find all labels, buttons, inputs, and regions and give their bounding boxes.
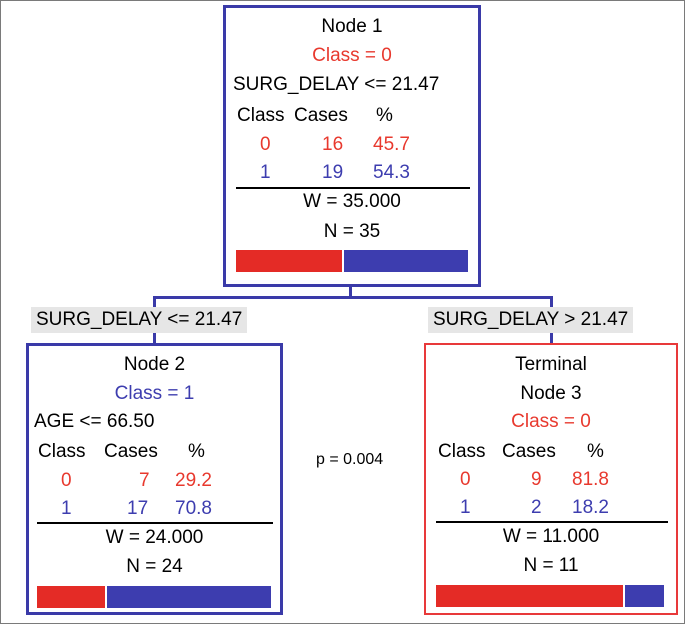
header-class: Class — [237, 105, 285, 126]
p-value: p = 0.004 — [316, 451, 384, 468]
header-class: Class — [38, 441, 86, 462]
header-cases: Cases — [502, 441, 556, 462]
row0-percent: 45.7 — [373, 134, 410, 155]
node-split-rule: AGE <= 66.50 — [34, 411, 155, 432]
node-3-terminal: Terminal Node 3 Class = 0 Class Cases % … — [424, 343, 678, 615]
node-count: N = 35 — [323, 221, 381, 242]
row0-percent: 81.8 — [572, 469, 609, 490]
node-weight: W = 35.000 — [303, 191, 401, 212]
bar-class1-segment — [625, 585, 664, 607]
row0-percent: 29.2 — [175, 470, 212, 491]
row0-cases: 16 — [322, 134, 344, 155]
node-title-line2: Node 3 — [520, 383, 582, 404]
node-2: Node 2 Class = 1 AGE <= 66.50 Class Case… — [26, 343, 283, 615]
bar-class1-segment — [107, 586, 271, 608]
node-weight: W = 24.000 — [105, 527, 204, 548]
node-class-label: Class = 0 — [511, 411, 591, 432]
header-cases: Cases — [104, 441, 158, 462]
node-count: N = 24 — [126, 556, 183, 577]
row1-percent: 18.2 — [572, 497, 609, 518]
divider — [236, 187, 470, 189]
node-weight: W = 11.000 — [502, 526, 600, 547]
divider — [37, 522, 273, 524]
node-count: N = 11 — [523, 555, 579, 576]
row1-cases: 19 — [322, 162, 344, 183]
class-distribution-bar — [436, 585, 664, 607]
header-cases: Cases — [294, 105, 348, 126]
class-distribution-bar — [236, 250, 468, 272]
row1-class: 1 — [260, 162, 271, 183]
bar-class0-segment — [37, 586, 105, 608]
node-title-line1: Terminal — [515, 354, 587, 375]
header-percent: % — [587, 441, 604, 462]
row1-class: 1 — [460, 497, 471, 518]
node-title: Node 2 — [123, 354, 186, 375]
split-label-left: SURG_DELAY <= 21.47 — [31, 307, 248, 333]
connector-trunk — [349, 285, 352, 298]
node-class-label: Class = 0 — [312, 45, 392, 66]
bar-class0-segment — [236, 250, 342, 272]
divider — [436, 521, 668, 523]
node-1: Node 1 Class = 0 SURG_DELAY <= 21.47 Cla… — [223, 5, 481, 287]
bar-class0-segment — [436, 585, 623, 607]
row0-cases: 7 — [139, 470, 150, 491]
row1-class: 1 — [61, 498, 72, 519]
row0-class: 0 — [260, 134, 271, 155]
node-title: Node 1 — [321, 16, 383, 37]
header-percent: % — [188, 441, 205, 462]
header-class: Class — [438, 441, 486, 462]
row1-percent: 70.8 — [175, 498, 212, 519]
header-percent: % — [376, 105, 393, 126]
row1-cases: 2 — [531, 497, 542, 518]
split-label-right: SURG_DELAY > 21.47 — [428, 307, 634, 333]
node-split-rule: SURG_DELAY <= 21.47 — [233, 74, 440, 95]
row0-cases: 9 — [531, 469, 542, 490]
bar-class1-segment — [344, 250, 468, 272]
connector-horizontal — [153, 296, 553, 299]
node-class-label: Class = 1 — [114, 383, 195, 404]
row1-percent: 54.3 — [373, 162, 410, 183]
row1-cases: 17 — [127, 498, 149, 519]
class-distribution-bar — [37, 586, 271, 608]
row0-class: 0 — [460, 469, 471, 490]
row0-class: 0 — [61, 470, 72, 491]
